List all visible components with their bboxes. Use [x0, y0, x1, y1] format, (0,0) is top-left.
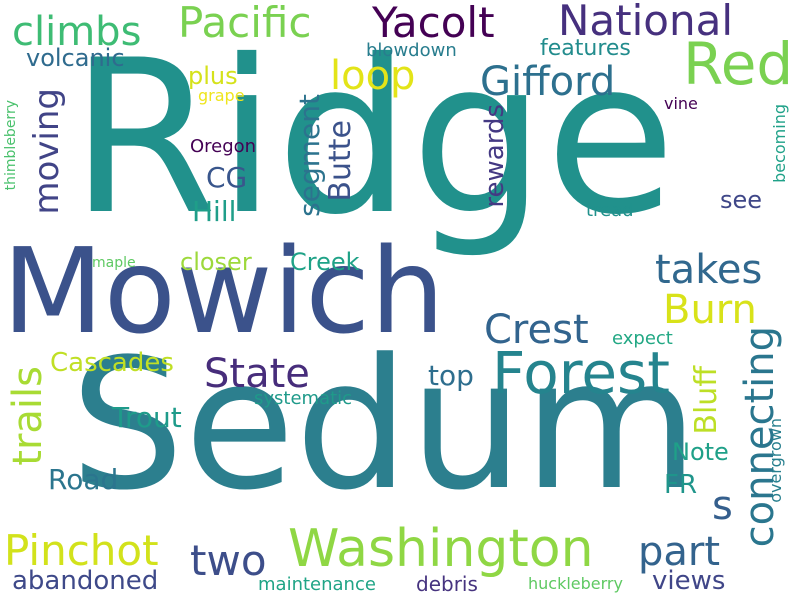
word-cascades: Cascades	[50, 348, 174, 378]
word-huckleberry: huckleberry	[528, 574, 623, 593]
word-crest: Crest	[484, 307, 589, 353]
word-tread: tread	[586, 200, 634, 221]
word-maintenance: maintenance	[258, 574, 376, 595]
word-butte: Butte	[323, 120, 358, 202]
word-takes: takes	[655, 247, 763, 293]
word-volcanic: volcanic	[26, 44, 125, 72]
word-segment: segment	[293, 94, 326, 217]
word-overgrown: overgrown	[766, 418, 785, 503]
word-note: Note	[672, 438, 729, 466]
word-creek: Creek	[290, 248, 360, 276]
word-debris: debris	[416, 572, 478, 596]
word-bluff: Bluff	[689, 366, 724, 435]
word-pinchot: Pinchot	[4, 526, 159, 575]
word-climbs: climbs	[12, 9, 142, 55]
word-two: two	[190, 536, 267, 585]
word-ridge: Ridge	[70, 14, 676, 261]
word-red: Red	[683, 30, 794, 98]
word-hill: Hill	[192, 195, 237, 228]
word-national: National	[558, 0, 734, 45]
word-pacific: Pacific	[178, 0, 312, 47]
word-features: features	[540, 36, 631, 61]
word-mowich: Mowich	[2, 222, 445, 360]
word-fr: FR	[664, 470, 698, 500]
word-road: Road	[48, 463, 119, 496]
word-state: State	[204, 351, 310, 397]
word-rewards: rewards	[480, 104, 510, 208]
word-views: views	[652, 566, 726, 596]
word-cg: CG	[206, 161, 248, 194]
word-thimbleberry: thimbleberry	[3, 100, 19, 191]
word-gifford: Gifford	[480, 59, 616, 105]
word-blowdown: blowdown	[366, 40, 457, 61]
word-washington: Washington	[288, 519, 594, 579]
word-part: part	[638, 529, 721, 575]
word-sedum: Sedum	[70, 321, 699, 530]
word-moving: moving	[27, 88, 67, 215]
word-loop: loop	[330, 53, 416, 99]
word-see: see	[720, 186, 763, 214]
word-grape: grape	[198, 86, 245, 105]
word-trout: Trout	[112, 401, 182, 434]
word-trails: trails	[5, 366, 51, 466]
word-top: top	[428, 359, 474, 392]
word-plus: plus	[188, 62, 238, 90]
word-forest: Forest	[492, 339, 670, 407]
word-oregon: Oregon	[190, 136, 257, 157]
word-expect: expect	[612, 328, 673, 349]
word-yacolt: Yacolt	[372, 0, 495, 47]
word-systematic: systematic	[254, 388, 353, 409]
word-maple: maple	[92, 255, 136, 271]
word-abandoned: abandoned	[12, 566, 159, 596]
word-closer: closer	[180, 248, 252, 276]
word-becoming: becoming	[770, 104, 789, 183]
word-burn: Burn	[663, 287, 757, 333]
word-s: s	[712, 483, 733, 529]
word-vine: vine	[664, 94, 698, 113]
